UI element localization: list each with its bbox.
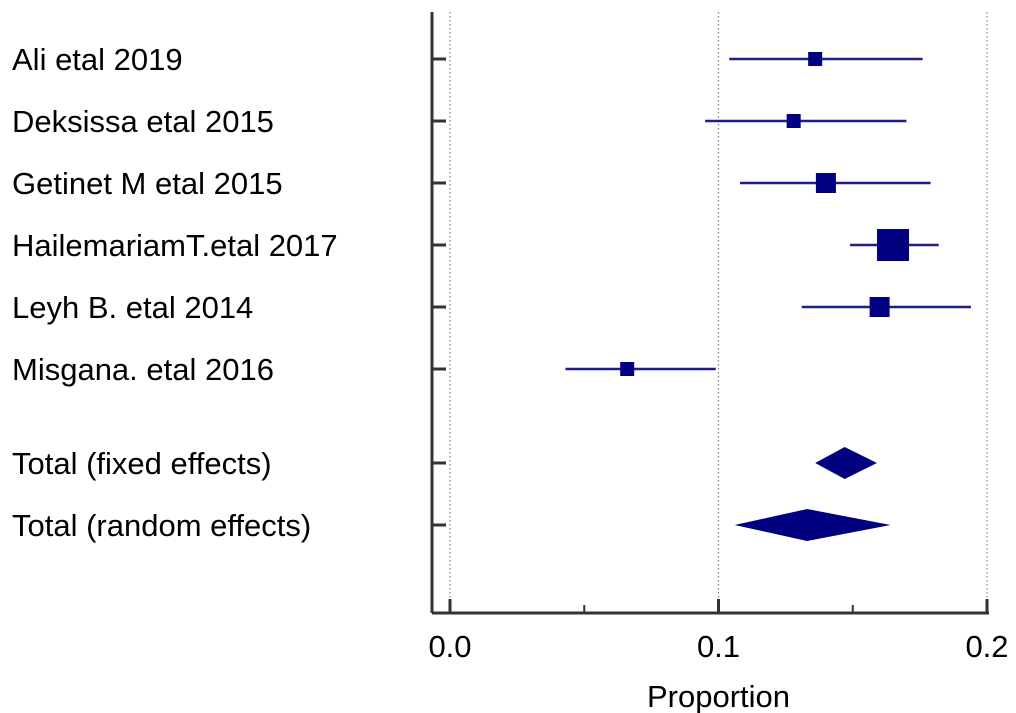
point-estimate-marker [786, 114, 801, 128]
summary-diamond [734, 509, 891, 541]
summary-diamond [815, 447, 877, 479]
x-tick-label: 0.2 [965, 629, 1008, 664]
study-label: Deksissa etal 2015 [12, 104, 274, 139]
point-estimate-marker [620, 362, 635, 376]
data-marks [565, 52, 971, 541]
x-axis-title: Proportion [647, 679, 790, 713]
total-label: Total (fixed effects) [12, 446, 272, 481]
study-label: HailemariamT.etal 2017 [12, 228, 338, 263]
row-labels: Ali etal 2019 Deksissa etal 2015 Getinet M… [12, 42, 338, 543]
total-label: Total (random effects) [12, 508, 311, 543]
study-label: Misgana. etal 2016 [12, 352, 274, 387]
x-axis-ticks: 0.0 0.1 0.2 [428, 57, 1009, 664]
point-estimate-marker [808, 52, 823, 66]
study-label: Ali etal 2019 [12, 42, 183, 77]
x-tick-label: 0.0 [428, 629, 471, 664]
x-tick-label: 0.1 [697, 629, 740, 664]
study-label: Leyh B. etal 2014 [12, 290, 253, 325]
axes [430, 12, 989, 615]
study-label: Getinet M etal 2015 [12, 166, 283, 201]
point-estimate-marker [869, 297, 890, 317]
point-estimate-marker [877, 229, 910, 261]
vertical-grid-lines [449, 12, 988, 613]
point-estimate-marker [815, 173, 836, 193]
